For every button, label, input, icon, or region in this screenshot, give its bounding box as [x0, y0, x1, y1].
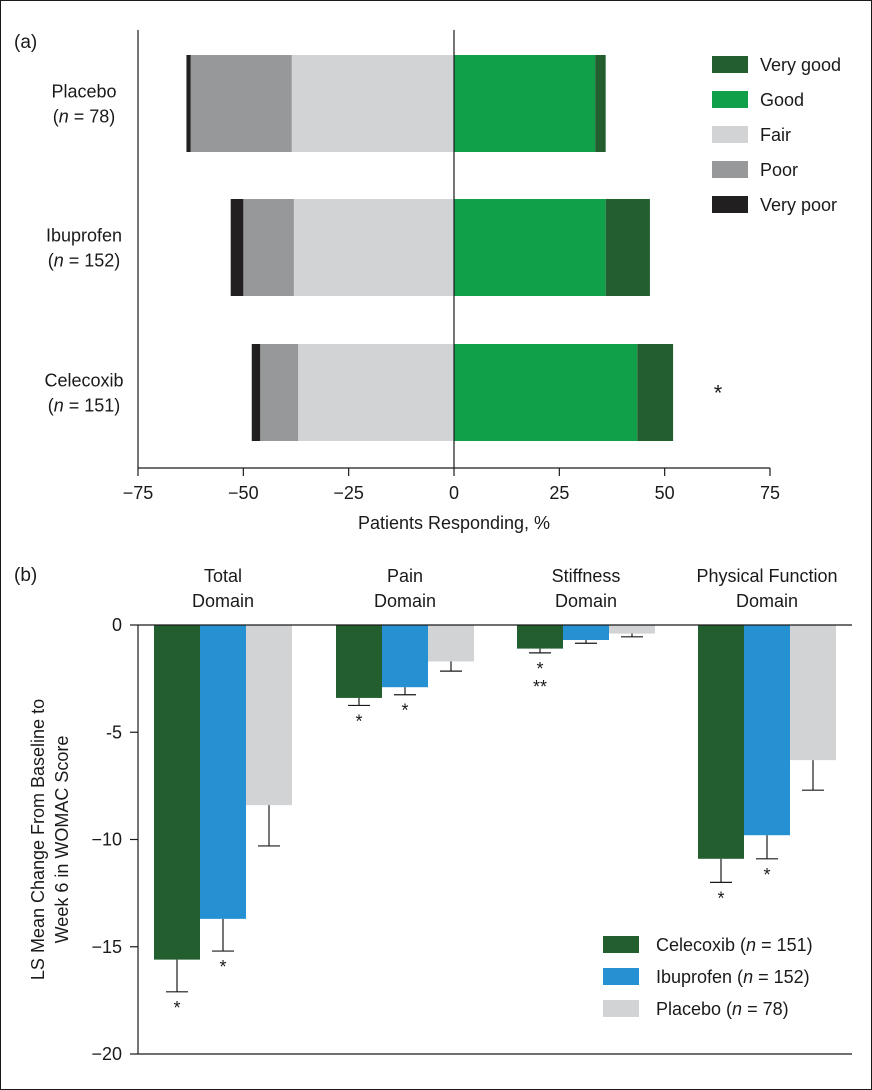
y-tick-label: 0 [112, 615, 122, 635]
significance-marker: * [401, 701, 408, 721]
legend-label: Poor [760, 160, 798, 180]
group-n-label: (n = 78) [53, 107, 116, 127]
bar-segment-very-good [637, 344, 674, 441]
x-tick-label: −25 [333, 483, 364, 503]
legend-label: Placebo (n = 78) [656, 999, 789, 1019]
y-axis-title-line2: Week 6 in WOMAC Score [52, 736, 72, 944]
group-n-label: (n = 152) [48, 251, 121, 271]
group-label: Placebo [51, 82, 116, 102]
x-tick-label: 25 [549, 483, 569, 503]
bar-ibuprofen [563, 625, 609, 641]
legend-swatch [603, 936, 639, 953]
legend-swatch [712, 196, 748, 213]
bar-segment-fair [293, 199, 454, 296]
group-label: Ibuprofen [46, 226, 122, 246]
category-label-line2: Domain [192, 591, 254, 611]
legend-label: Very good [760, 55, 841, 75]
panel-a-label: (a) [14, 32, 37, 53]
bar-segment-poor [243, 199, 294, 296]
bar-segment-very-good [595, 55, 606, 152]
bar-celecoxib [698, 625, 744, 859]
significance-marker: * [355, 711, 362, 731]
legend-swatch [603, 1000, 639, 1017]
bar-celecoxib [154, 625, 200, 960]
bar-segment-fair [291, 55, 454, 152]
y-tick-label: -5 [106, 722, 122, 742]
legend-label: Very poor [760, 195, 837, 215]
category-label-line2: Domain [736, 591, 798, 611]
legend-swatch [712, 56, 748, 73]
significance-marker: * [173, 998, 180, 1018]
significance-marker: ** [533, 677, 547, 697]
category-label-line2: Domain [555, 591, 617, 611]
x-tick-label: 0 [449, 483, 459, 503]
x-tick-label: −75 [123, 483, 154, 503]
bar-segment-poor [190, 55, 292, 152]
x-tick-label: −50 [228, 483, 259, 503]
bar-ibuprofen [744, 625, 790, 836]
bar-celecoxib [517, 625, 563, 649]
bar-segment-good [454, 199, 606, 296]
legend-label: Good [760, 90, 804, 110]
bar-placebo [246, 625, 292, 806]
legend-swatch [603, 968, 639, 985]
bar-placebo [790, 625, 836, 761]
bar-placebo [609, 625, 655, 634]
y-tick-label: −20 [91, 1044, 122, 1064]
bar-segment-good [454, 344, 638, 441]
x-axis-title: Patients Responding, % [358, 513, 550, 533]
legend-swatch [712, 91, 748, 108]
significance-marker: * [763, 865, 770, 885]
bar-segment-very-poor [251, 344, 261, 441]
panel-a-stacked-bar-chart: (a) −75 −50 −25 0 25 50 75 Patients Responding, … [14, 30, 841, 533]
legend-swatch [712, 161, 748, 178]
bar-ibuprofen [382, 625, 428, 688]
bar-segment-poor [260, 344, 299, 441]
y-axis-title-line1: LS Mean Change From Baseline to [28, 699, 48, 980]
y-tick-label: −10 [91, 830, 122, 850]
significance-marker: * [536, 659, 543, 679]
group-label: Celecoxib [44, 371, 123, 391]
category-label-line1: Stiffness [552, 566, 621, 586]
bar-placebo [428, 625, 474, 662]
significance-marker: * [219, 957, 226, 977]
category-label-line1: Pain [387, 566, 423, 586]
bar-celecoxib [336, 625, 382, 698]
bar-ibuprofen [200, 625, 246, 919]
bar-segment-very-poor [186, 55, 191, 152]
x-tick-label: 75 [760, 483, 780, 503]
category-label-line1: Total [204, 566, 242, 586]
significance-marker: * [717, 888, 724, 908]
y-axis-title: LS Mean Change From Baseline to Week 6 in… [28, 699, 72, 980]
panel-b-label: (b) [14, 565, 37, 586]
bar-segment-very-good [605, 199, 650, 296]
bar-segment-very-poor [230, 199, 244, 296]
legend-label: Fair [760, 125, 791, 145]
bar-segment-fair [298, 344, 454, 441]
legend-label: Ibuprofen (n = 152) [656, 967, 810, 987]
group-n-label: (n = 151) [48, 396, 121, 416]
x-tick-label: 50 [655, 483, 675, 503]
category-label-line1: Physical Function [696, 566, 837, 586]
y-tick-label: −15 [91, 937, 122, 957]
significance-marker: * [714, 381, 723, 406]
legend-label: Celecoxib (n = 151) [656, 935, 813, 955]
legend-swatch [712, 126, 748, 143]
bar-segment-good [454, 55, 596, 152]
category-label-line2: Domain [374, 591, 436, 611]
panel-b-bar-chart: (b) 0 -5 −10 −15 −20 LS Mean Change From Basel… [14, 565, 852, 1064]
